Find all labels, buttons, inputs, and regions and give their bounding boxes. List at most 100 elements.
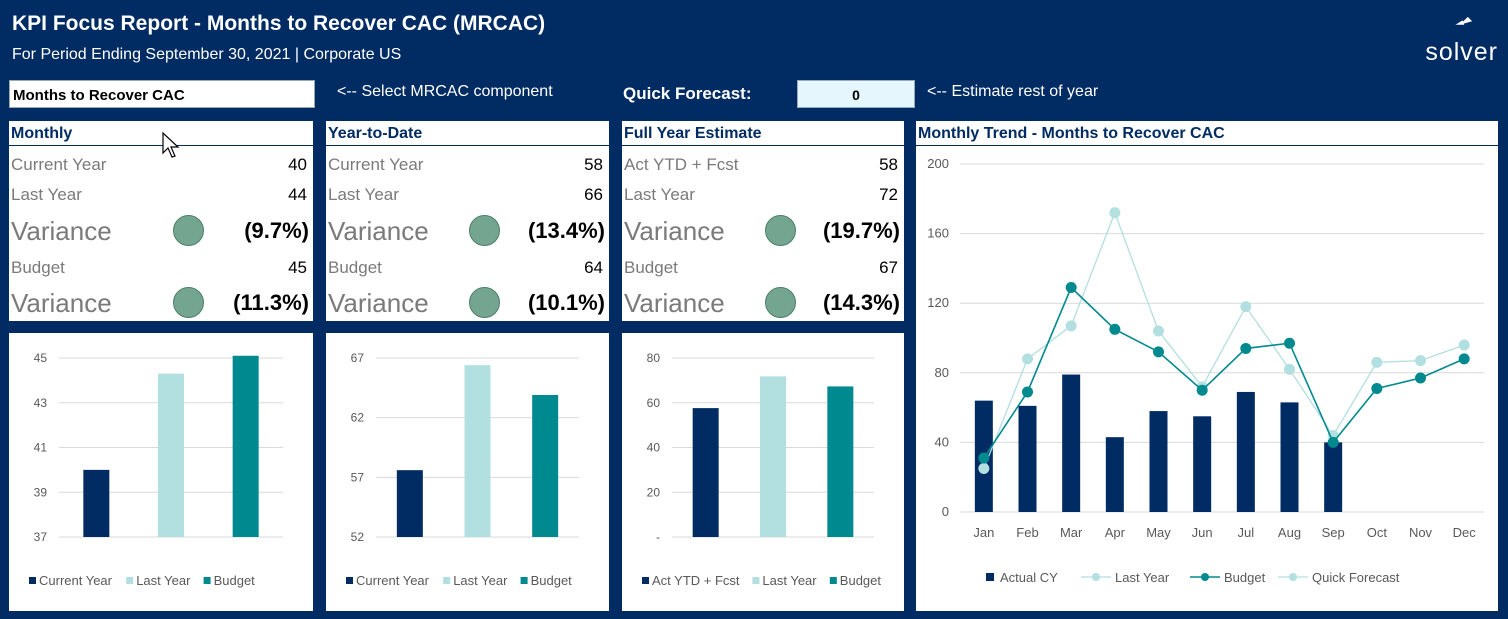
series-line bbox=[983, 286, 1465, 459]
row-value: 45 bbox=[288, 258, 307, 277]
bar-actual-cy bbox=[1149, 411, 1168, 512]
variance-value: (10.1%) bbox=[527, 290, 605, 315]
x-tick-label: Feb bbox=[1016, 525, 1038, 540]
y-tick-label: 37 bbox=[34, 530, 48, 544]
bar-actual-cy bbox=[1062, 374, 1081, 512]
x-tick-label: Sep bbox=[1322, 525, 1345, 540]
bar bbox=[83, 469, 110, 537]
fy-bar-chart: - 20 40 60 80 Act YTD + Fcst Last Year Budget bbox=[622, 333, 904, 611]
y-tick-label: 45 bbox=[34, 351, 48, 365]
kpi-title: Monthly bbox=[9, 121, 313, 146]
y-tick-label: 120 bbox=[927, 295, 949, 310]
y-tick-label: 160 bbox=[927, 226, 949, 241]
series-point bbox=[1065, 320, 1077, 332]
variance-label: Variance bbox=[328, 216, 429, 246]
y-tick-label: 43 bbox=[34, 396, 48, 410]
row-value: 58 bbox=[879, 155, 898, 174]
legend-swatch bbox=[986, 573, 994, 581]
legend-label: Current Year bbox=[356, 573, 430, 588]
row-label: Budget bbox=[624, 258, 678, 277]
variance-label: Variance bbox=[11, 288, 112, 318]
series-point bbox=[978, 452, 990, 464]
component-hint: <-- Select MRCAC component bbox=[337, 83, 553, 100]
legend-label: Act YTD + Fcst bbox=[652, 573, 740, 588]
kpi-fy-panel: Full Year Estimate Act YTD + Fcst 58 Last… bbox=[622, 121, 904, 321]
series-point bbox=[1153, 346, 1164, 358]
series-point bbox=[1065, 282, 1077, 294]
legend-swatch bbox=[1289, 573, 1297, 581]
series-point bbox=[1109, 323, 1121, 335]
quick-forecast-input[interactable]: 0 bbox=[797, 80, 915, 108]
y-tick-label: 40 bbox=[647, 441, 661, 455]
bar bbox=[396, 470, 423, 537]
x-tick-label: Nov bbox=[1409, 525, 1433, 540]
logo-text: solver bbox=[1425, 38, 1498, 66]
x-tick-label: Oct bbox=[1367, 525, 1388, 540]
row-value: 44 bbox=[288, 185, 307, 204]
variance-label: Variance bbox=[624, 216, 725, 246]
series-point bbox=[1109, 207, 1121, 219]
series-point bbox=[1153, 325, 1164, 337]
legend-label: Quick Forecast bbox=[1312, 570, 1400, 585]
y-tick-label: 60 bbox=[647, 396, 661, 410]
kpi-row-current: Current Year 40 bbox=[11, 155, 307, 175]
kpi-title: Year-to-Date bbox=[326, 121, 609, 146]
kpi-ytd-panel: Year-to-Date Current Year 58 Last Year 66 … bbox=[326, 121, 609, 321]
legend-swatch bbox=[203, 577, 211, 584]
variance-label: Variance bbox=[624, 288, 725, 318]
variance-label: Variance bbox=[11, 216, 112, 246]
kpi-row-last: Last Year 44 bbox=[11, 185, 307, 205]
solver-logo-icon bbox=[1455, 16, 1473, 25]
y-tick-label: 200 bbox=[927, 156, 949, 171]
y-tick-label: 39 bbox=[34, 485, 48, 499]
legend-swatch bbox=[346, 577, 353, 584]
x-tick-label: Dec bbox=[1453, 525, 1477, 540]
series-point bbox=[1240, 301, 1252, 313]
series-point bbox=[1240, 342, 1252, 354]
trend-chart: 0 40 80 120 160 200 Jan Feb Mar Apr May Jun Jul Aug Se… bbox=[927, 156, 1484, 585]
series-point bbox=[1371, 356, 1383, 368]
bar-actual-cy bbox=[1324, 442, 1343, 512]
row-label: Last Year bbox=[328, 185, 399, 204]
component-select[interactable]: Months to Recover CAC bbox=[9, 80, 315, 108]
row-value: 58 bbox=[584, 155, 603, 174]
y-tick-label: 57 bbox=[351, 470, 365, 484]
row-label: Current Year bbox=[328, 155, 424, 174]
kpi-variance-last: Variance (13.4%) bbox=[328, 216, 605, 247]
kpi-variance-budget: Variance (11.3%) bbox=[11, 288, 309, 319]
kpi-row-current: Act YTD + Fcst 58 bbox=[624, 155, 898, 175]
kpi-variance-last: Variance (9.7%) bbox=[11, 216, 309, 247]
legend-swatch bbox=[1201, 573, 1209, 581]
legend-label: Budget bbox=[840, 573, 882, 588]
bar bbox=[692, 408, 719, 537]
trend-panel: Monthly Trend - Months to Recover CAC 0 4… bbox=[916, 121, 1498, 611]
variance-value: (19.7%) bbox=[822, 218, 900, 243]
variance-value: (11.3%) bbox=[233, 290, 309, 315]
series-line bbox=[983, 210, 1465, 469]
row-label: Current Year bbox=[11, 155, 107, 174]
row-label: Last Year bbox=[624, 185, 695, 204]
series-point bbox=[1022, 353, 1033, 365]
legend-label: Budget bbox=[214, 573, 256, 588]
legend-label: Last Year bbox=[136, 573, 191, 588]
legend-label: Last Year bbox=[762, 573, 817, 588]
mouse-cursor-icon bbox=[162, 131, 180, 158]
legend-swatch bbox=[126, 577, 134, 584]
y-tick-label: 62 bbox=[351, 411, 365, 425]
kpi-variance-budget: Variance (14.3%) bbox=[624, 288, 900, 319]
kpi-variance-last: Variance (19.7%) bbox=[624, 216, 900, 247]
x-tick-label: Jan bbox=[973, 525, 994, 540]
series-point bbox=[1371, 382, 1383, 394]
legend-label: Budget bbox=[1224, 570, 1266, 585]
kpi-variance-budget: Variance (10.1%) bbox=[328, 288, 605, 319]
kpi-row-last: Last Year 72 bbox=[624, 185, 898, 205]
bar bbox=[158, 373, 184, 537]
bar-actual-cy bbox=[1236, 391, 1255, 512]
series-point bbox=[1327, 436, 1339, 448]
x-tick-label: Mar bbox=[1060, 525, 1083, 540]
kpi-row-current: Current Year 58 bbox=[328, 155, 603, 175]
status-dot-icon bbox=[765, 287, 796, 318]
y-tick-label: 41 bbox=[34, 441, 48, 455]
bar-actual-cy bbox=[1193, 416, 1212, 512]
kpi-row-budget: Budget 67 bbox=[624, 258, 898, 278]
